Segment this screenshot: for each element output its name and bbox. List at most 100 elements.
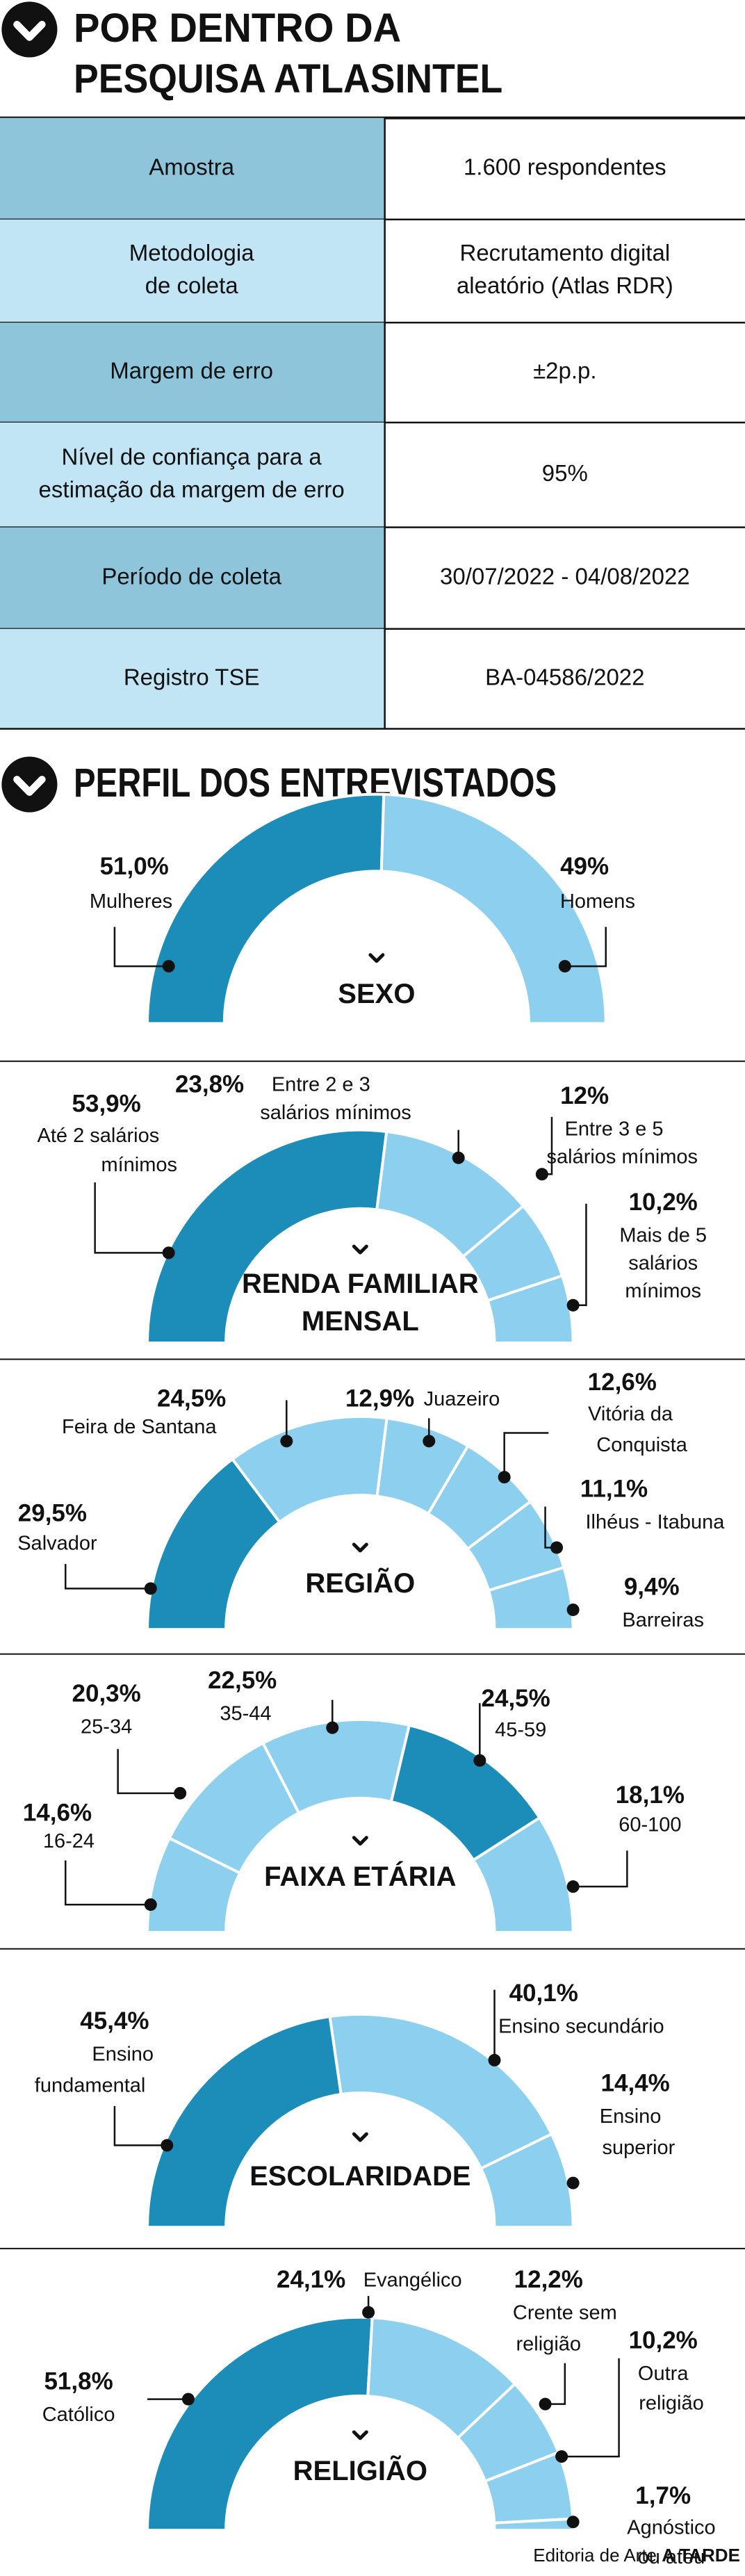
table-value: Recrutamento digital <box>460 240 671 266</box>
donut-segment <box>146 2315 374 2532</box>
table-label: Período de coleta <box>101 563 281 589</box>
icon-chevron <box>352 2132 368 2142</box>
callout-dot <box>566 2176 580 2190</box>
callout-line <box>117 1749 181 1795</box>
donut-segment <box>328 2012 554 2171</box>
category-label: Outra <box>638 2363 689 2385</box>
page-title: PESQUISA ATLASINTEL <box>74 56 502 101</box>
callout-dot <box>473 1754 486 1767</box>
category-label: Ilhéus - Itabuna <box>585 1511 725 1533</box>
category-label: religião <box>639 2392 704 2414</box>
callout-dot <box>162 1246 175 1260</box>
callout-dot <box>452 1151 465 1164</box>
callout-line <box>545 2363 566 2405</box>
data-label: 53,9% <box>72 1091 141 1118</box>
category-label: Crente sem <box>513 2302 617 2324</box>
data-label: 29,5% <box>18 1500 87 1527</box>
category-label: Mais de 5 <box>619 1224 707 1246</box>
callout-dot <box>498 1471 511 1484</box>
callout-dot <box>539 2397 552 2411</box>
table-label-cell <box>0 422 385 528</box>
callout-dot <box>326 1721 339 1734</box>
donut-segment <box>486 1273 575 1344</box>
callout-line <box>113 2105 167 2146</box>
icon-chevron <box>13 20 46 41</box>
table-label-cell <box>0 323 385 423</box>
category-label: Ensino <box>600 2105 662 2128</box>
chart-title: MENSAL <box>302 1306 419 1337</box>
category-label: 16-24 <box>43 1830 95 1852</box>
callout-line <box>64 1564 151 1590</box>
category-label: Juazeiro <box>424 1388 500 1410</box>
table-label-cell <box>0 117 385 220</box>
table-value: BA-04586/2022 <box>485 664 644 690</box>
table-value: 1.600 respondentes <box>464 154 666 179</box>
table-label: de coleta <box>145 272 239 298</box>
donut-segment <box>146 792 386 1025</box>
callout-dot <box>280 1435 293 1448</box>
callout-dot <box>535 1168 548 1181</box>
callout-dot <box>161 2139 174 2152</box>
category-label: ou ateu <box>638 2546 705 2568</box>
donut-segment <box>479 2132 575 2229</box>
credit: Editoria de Arte A TARDE <box>533 2545 740 2566</box>
category-label: religião <box>516 2333 582 2356</box>
donut-segment <box>146 2014 343 2229</box>
table-value: 30/07/2022 - 04/08/2022 <box>440 563 690 589</box>
table-label: Nível de confiança para a <box>62 443 322 469</box>
callout-dot <box>566 2516 580 2529</box>
table-label: Margem de erro <box>110 358 273 384</box>
page-title: POR DENTRO DA <box>74 6 401 51</box>
data-label: 23,8% <box>175 1070 244 1098</box>
donut-segment <box>471 1816 575 1934</box>
category-label: Católico <box>42 2404 115 2426</box>
callout-line <box>573 1850 628 1888</box>
category-label: salários mínimos <box>547 1146 698 1168</box>
callout-dot <box>566 1880 580 1893</box>
category-label: Até 2 salários <box>38 1125 160 1147</box>
callout-dot <box>566 1603 580 1616</box>
donut-segment <box>486 1565 575 1631</box>
table-label: Registro TSE <box>124 664 260 690</box>
data-label: 45,4% <box>80 2007 149 2035</box>
table-value: ±2p.p. <box>533 358 597 384</box>
callout-line <box>64 1860 151 1906</box>
category-label: Agnóstico <box>627 2516 715 2538</box>
credit-brand: A TARDE <box>662 2545 740 2566</box>
data-label: 9,4% <box>624 1574 680 1601</box>
icon-badge <box>1 756 58 813</box>
callout-dot <box>162 960 175 973</box>
category-label: Mulheres <box>90 890 172 913</box>
data-label: 22,5% <box>208 1667 277 1694</box>
data-label: 1,7% <box>635 2482 691 2509</box>
callout-dot <box>488 2053 501 2066</box>
data-label: 51,8% <box>44 2367 113 2395</box>
chart-title: RENDA FAMILIAR <box>242 1269 479 1299</box>
category-label: Entre 2 e 3 <box>272 1074 370 1096</box>
category-label: fundamental <box>35 2074 146 2096</box>
callout-line <box>562 2358 620 2458</box>
callout-dot <box>362 2306 375 2319</box>
category-label: 35-44 <box>220 1702 271 1725</box>
callout-dot <box>555 2450 568 2463</box>
category-label: Ensino <box>92 2043 154 2065</box>
callout-line <box>94 1182 169 1254</box>
chart-title: RELIGIÃO <box>293 2454 427 2486</box>
table-label: Amostra <box>149 154 235 179</box>
icon-chevron <box>368 953 385 963</box>
chart-title: FAIXA ETÁRIA <box>264 1861 456 1892</box>
callout-line <box>503 1432 549 1478</box>
donut-segment <box>146 1128 388 1344</box>
icon-chevron <box>352 1836 368 1846</box>
data-label: 12,6% <box>588 1369 657 1396</box>
data-label: 24,5% <box>482 1685 550 1712</box>
data-label: 12,9% <box>345 1385 414 1412</box>
callout-dot <box>181 2392 195 2406</box>
chart-title: REGIÃO <box>305 1567 415 1599</box>
category-label: Vitória da <box>588 1403 673 1425</box>
data-label: 14,4% <box>601 2069 670 2096</box>
data-label: 10,2% <box>629 1189 698 1216</box>
data-label: 20,3% <box>72 1680 141 1707</box>
category-label: Ensino secundário <box>498 2015 664 2037</box>
table-label-cell <box>0 219 385 323</box>
